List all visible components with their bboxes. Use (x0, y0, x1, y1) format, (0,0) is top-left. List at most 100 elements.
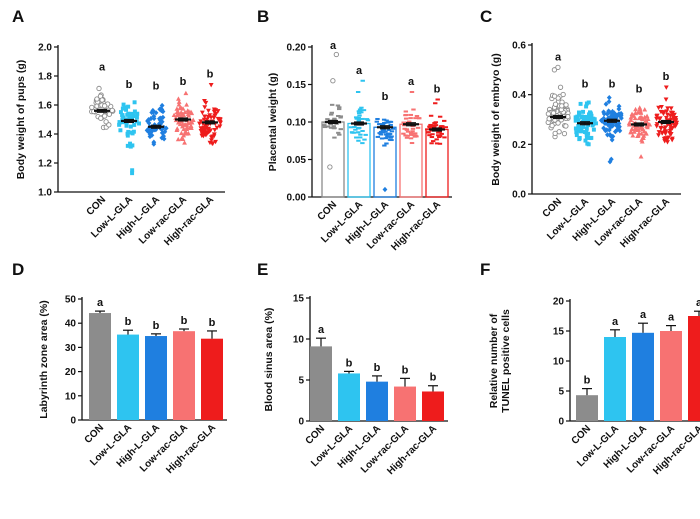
data-point (128, 141, 133, 146)
outlier-point (208, 82, 214, 88)
y-tick-label: 0.0 (512, 190, 526, 201)
significance-label: b (153, 320, 160, 332)
data-point (388, 136, 393, 139)
data-point (657, 117, 662, 122)
data-point (197, 121, 202, 127)
data-point (153, 126, 159, 133)
data-point (132, 109, 137, 114)
data-point (161, 136, 167, 142)
significance-label: b (430, 372, 437, 384)
significance-label: a (640, 309, 647, 321)
data-point (181, 133, 187, 138)
data-point (146, 117, 151, 123)
data-point (358, 136, 363, 139)
data-point (574, 130, 579, 135)
data-point (177, 105, 183, 110)
data-point (365, 119, 371, 122)
data-point (202, 114, 208, 119)
data-point (206, 108, 211, 114)
data-point (413, 132, 418, 135)
panel-letter: C (480, 7, 492, 26)
data-point (588, 110, 593, 115)
data-point (329, 113, 334, 116)
data-point (188, 123, 194, 128)
x-tick-label: High-rac-GLA (385, 423, 439, 477)
data-point (673, 118, 679, 123)
data-point (388, 123, 393, 126)
panel-letter: B (257, 7, 269, 26)
data-point (211, 115, 217, 121)
outlier-point (330, 78, 336, 84)
y-tick-label: 20 (553, 297, 565, 308)
significance-label: b (126, 79, 133, 91)
data-point (382, 121, 387, 124)
data-point (584, 132, 589, 137)
data-point (436, 131, 441, 134)
data-point (161, 133, 166, 139)
data-point (443, 126, 449, 129)
data-point (430, 125, 435, 128)
y-tick-label: 0.05 (287, 155, 307, 166)
data-point (545, 111, 552, 117)
significance-label: b (125, 316, 132, 328)
data-point (401, 132, 406, 135)
data-point (433, 124, 439, 127)
y-tick-label: 5 (298, 376, 304, 387)
data-point (643, 119, 649, 124)
data-point (573, 126, 578, 131)
bar (422, 391, 444, 421)
significance-label: a (330, 40, 337, 52)
data-point (576, 125, 581, 130)
y-axis-title: Placental weight (g) (267, 73, 279, 172)
data-point (206, 126, 212, 132)
data-point (404, 113, 409, 116)
data-point (126, 129, 131, 134)
data-point (410, 127, 416, 130)
data-point (179, 130, 184, 136)
data-point (413, 117, 418, 120)
data-point (212, 128, 218, 133)
data-point (573, 115, 578, 120)
outlier-point (327, 164, 333, 170)
data-point (576, 118, 581, 123)
data-point (664, 109, 670, 114)
x-tick-label: CON (570, 423, 594, 447)
data-point (350, 131, 355, 134)
data-point (131, 113, 136, 118)
data-point (101, 103, 108, 109)
data-point (352, 125, 357, 128)
data-point (440, 125, 445, 128)
data-point (179, 136, 185, 141)
data-point (357, 108, 363, 111)
data-point (609, 121, 615, 127)
data-point (408, 137, 414, 140)
x-tick-label: High-rac-GLA (162, 194, 216, 248)
data-point (375, 135, 381, 138)
data-point (637, 114, 643, 120)
data-point (412, 135, 418, 138)
data-point (636, 127, 642, 132)
data-point (640, 126, 646, 131)
y-tick-label: 0.10 (287, 118, 307, 129)
data-point (611, 110, 617, 116)
data-point (211, 134, 217, 139)
outlier-point (555, 64, 561, 71)
y-tick-label: 2.0 (38, 43, 52, 54)
data-point (354, 117, 360, 120)
panel-C: C Body weight of embryo (g) 0.0 0.2 0.4 0.6 CO… (480, 7, 681, 250)
bar (89, 313, 111, 420)
data-point (577, 112, 582, 117)
data-point (662, 139, 668, 144)
y-tick-label: 1.4 (38, 130, 52, 141)
data-point (356, 127, 361, 130)
data-point (411, 108, 416, 111)
y-tick-label: 1.0 (38, 188, 52, 199)
data-point (184, 102, 190, 107)
data-point (429, 142, 434, 145)
data-point (353, 128, 358, 131)
bar (173, 331, 195, 420)
data-point (210, 141, 216, 146)
data-point (379, 137, 385, 140)
data-point (415, 126, 421, 129)
